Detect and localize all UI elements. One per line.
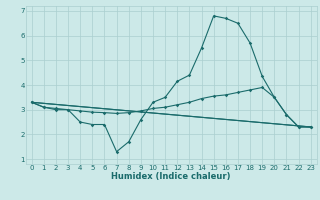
X-axis label: Humidex (Indice chaleur): Humidex (Indice chaleur) <box>111 172 231 181</box>
